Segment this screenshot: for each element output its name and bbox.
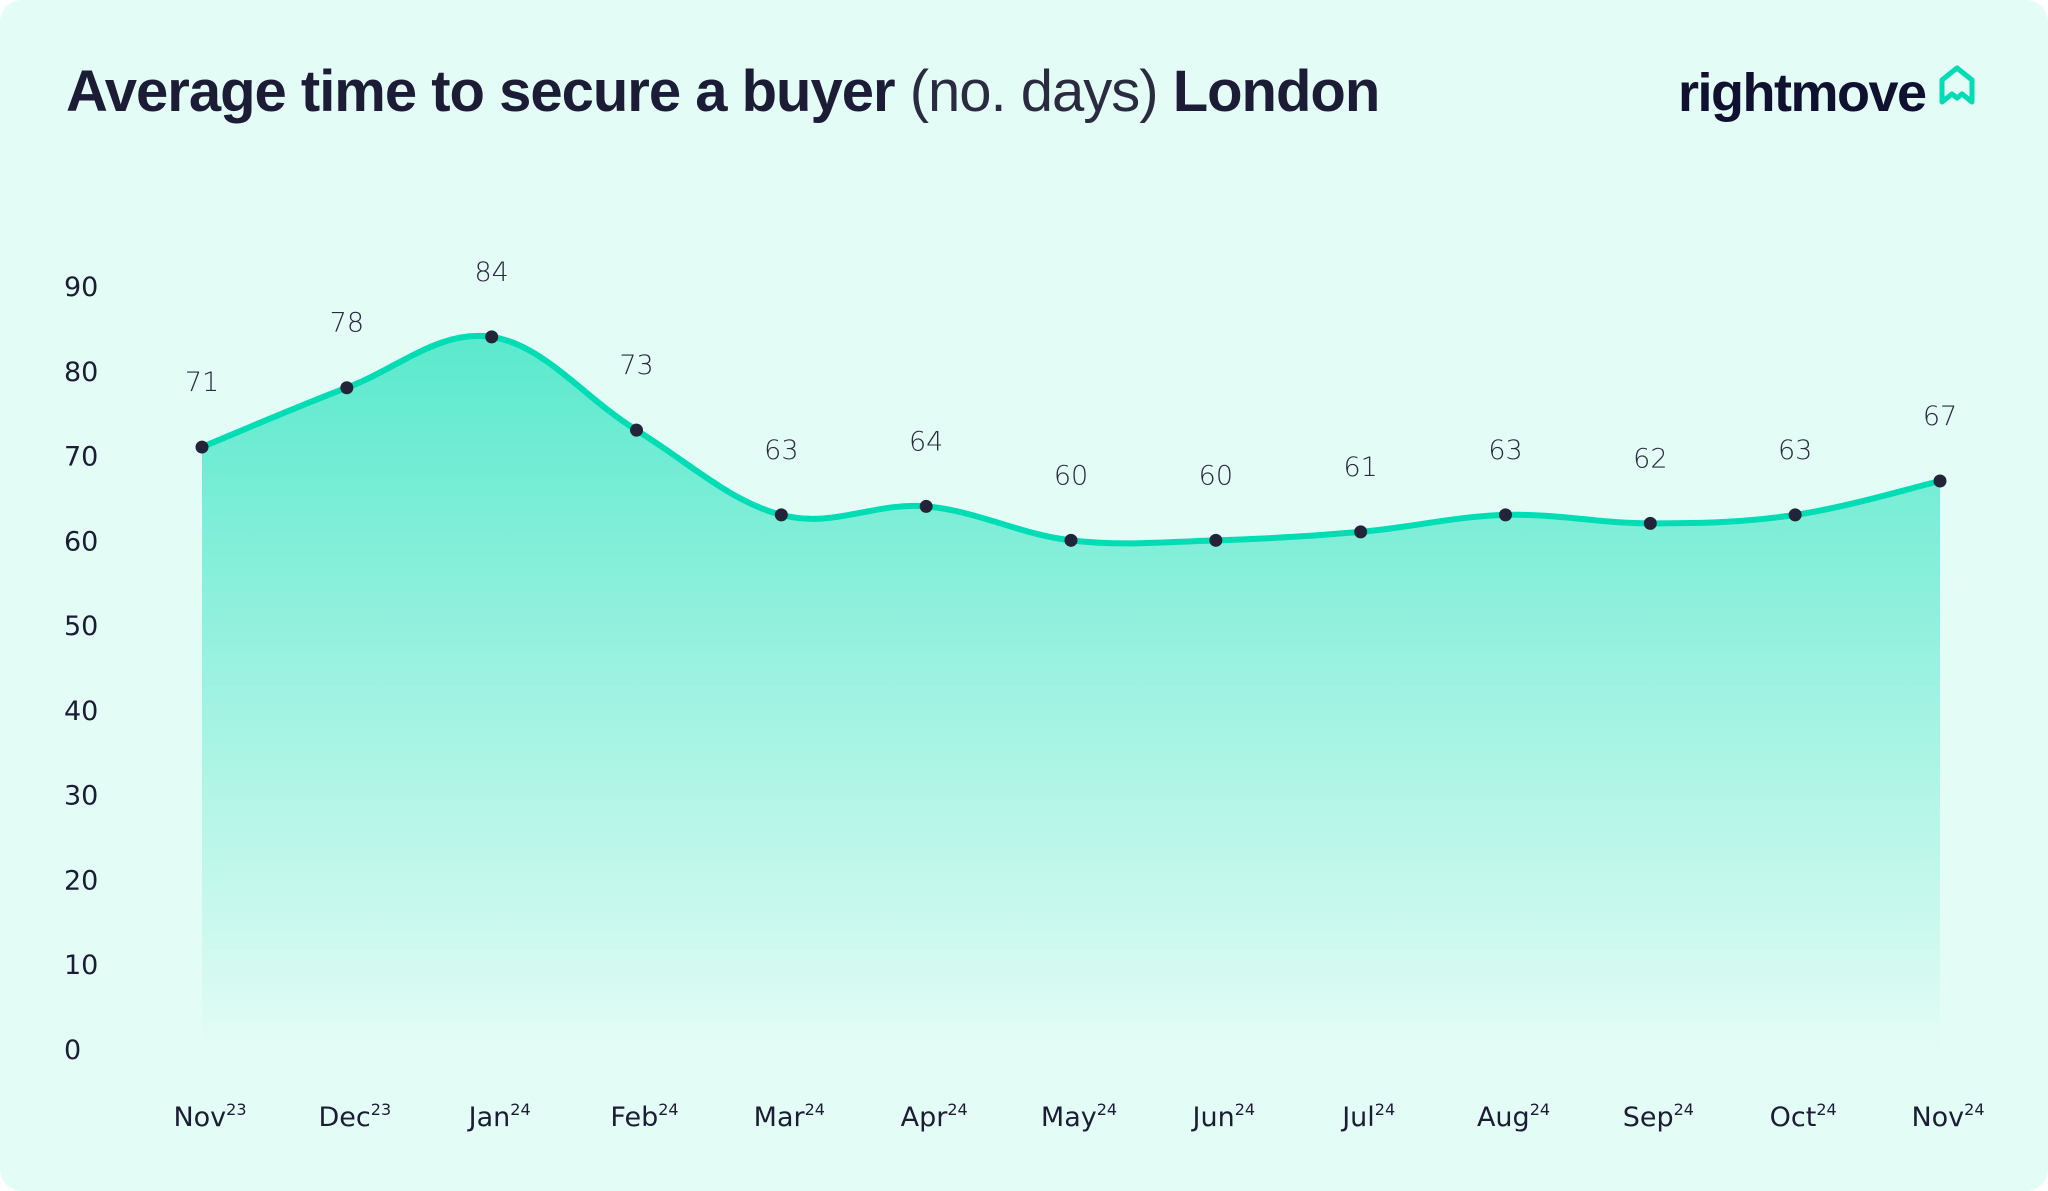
data-label: 67: [1923, 401, 1957, 432]
data-point: [630, 423, 643, 437]
area-fill: [202, 335, 1940, 1049]
x-tick-label: May24: [1041, 1100, 1117, 1133]
data-label: 60: [1199, 460, 1233, 491]
x-tick-label: Jul24: [1340, 1100, 1395, 1133]
x-tick-label: Jan24: [467, 1100, 531, 1133]
y-tick-label: 0: [64, 1035, 81, 1066]
rightmove-logo: rightmove: [1678, 63, 1927, 123]
data-point: [195, 440, 209, 454]
x-tick-label: Dec23: [319, 1100, 392, 1133]
data-point: [1933, 474, 1947, 488]
y-tick-label: 80: [64, 357, 98, 388]
data-label: 78: [330, 308, 364, 339]
y-tick-label: 50: [64, 611, 98, 642]
y-tick-label: 20: [64, 865, 98, 896]
data-point: [1064, 533, 1078, 547]
x-tick-label: Feb24: [610, 1100, 678, 1133]
data-label: 63: [1488, 435, 1522, 466]
y-tick-label: 60: [64, 526, 98, 557]
y-tick-label: 30: [64, 781, 98, 812]
title-main: Average time to secure a buyer: [66, 59, 896, 124]
title-unit: (no. days): [909, 59, 1159, 124]
house-outline-icon: [1939, 65, 1975, 105]
y-tick-label: 40: [64, 696, 98, 727]
data-label: 60: [1054, 460, 1088, 491]
x-tick-label: Sep24: [1623, 1100, 1694, 1133]
y-tick-label: 90: [64, 272, 98, 303]
chart-title: Average time to secure a buyer (no. days…: [66, 58, 1381, 125]
data-point: [485, 330, 499, 344]
data-label: 71: [185, 367, 219, 398]
x-tick-label: Oct24: [1770, 1100, 1837, 1133]
data-point: [1499, 508, 1512, 522]
data-label: 84: [474, 257, 508, 288]
data-point: [1643, 516, 1657, 530]
data-label: 63: [1778, 435, 1812, 466]
x-tick-label: Jun24: [1191, 1100, 1256, 1133]
data-point: [1354, 525, 1368, 539]
data-point: [340, 381, 354, 395]
data-label: 63: [764, 435, 798, 466]
data-point: [1788, 508, 1802, 522]
data-label: 64: [909, 426, 943, 457]
data-label: 73: [619, 350, 653, 381]
data-label: 61: [1343, 452, 1377, 483]
y-tick-label: 70: [64, 442, 98, 473]
x-tick-label: Nov24: [1911, 1100, 1984, 1133]
x-tick-label: Aug24: [1477, 1100, 1550, 1133]
data-point: [774, 508, 788, 522]
x-tick-label: Nov23: [173, 1100, 246, 1133]
data-point: [1209, 533, 1223, 547]
title-region: London: [1172, 59, 1381, 124]
data-point: [919, 499, 933, 513]
x-tick-label: Mar24: [754, 1100, 825, 1133]
data-label: 62: [1633, 443, 1667, 474]
y-tick-label: 10: [64, 950, 98, 981]
x-tick-label: Apr24: [901, 1100, 968, 1133]
